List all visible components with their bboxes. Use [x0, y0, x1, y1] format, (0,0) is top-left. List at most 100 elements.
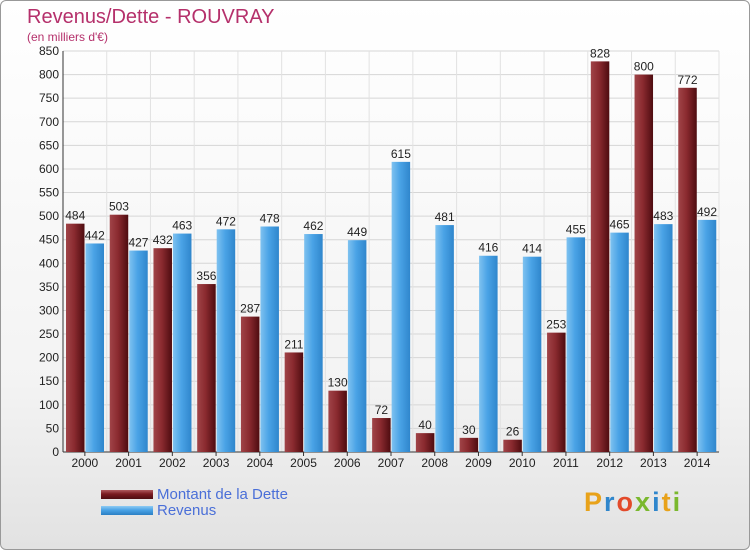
bar-revenus	[347, 240, 367, 452]
legend-label-revenus: Revenus	[157, 502, 217, 519]
x-tick-label: 2005	[290, 456, 317, 470]
data-label-dette: 772	[678, 73, 698, 87]
data-label-dette: 211	[284, 337, 303, 351]
bar-revenus	[479, 255, 498, 452]
x-tick-label: 2012	[596, 456, 623, 470]
bar-dette	[66, 223, 85, 452]
data-label-dette: 287	[240, 302, 260, 316]
y-tick-label: 400	[39, 256, 59, 270]
y-tick-label: 0	[52, 445, 59, 459]
data-label-revenus: 483	[653, 209, 673, 223]
logo-letter: t	[661, 487, 673, 517]
bar-dette	[503, 439, 522, 452]
bar-dette	[590, 61, 610, 453]
x-tick-label: 2000	[72, 456, 99, 470]
bar-revenus	[260, 226, 279, 452]
data-label-dette: 72	[375, 403, 389, 417]
x-tick-label: 2006	[334, 456, 361, 470]
bar-dette	[415, 433, 435, 452]
data-label-dette: 40	[418, 418, 432, 432]
legend-label-dette: Montant de la Dette	[157, 486, 288, 503]
data-label-dette: 130	[328, 376, 348, 390]
y-tick-label: 100	[39, 398, 59, 412]
data-label-dette: 800	[634, 60, 654, 74]
data-label-dette: 432	[153, 233, 173, 247]
x-tick-label: 2007	[378, 456, 405, 470]
y-tick-label: 650	[39, 138, 59, 152]
y-tick-label: 600	[39, 162, 59, 176]
logo-letter: o	[616, 487, 636, 517]
bar-revenus	[129, 250, 148, 452]
y-tick-label: 450	[39, 233, 59, 247]
bar-dette	[153, 248, 172, 452]
bar-revenus	[435, 225, 454, 452]
y-tick-label: 550	[39, 186, 59, 200]
data-label-revenus: 416	[478, 241, 498, 255]
bar-revenus	[304, 234, 323, 452]
proxiti-logo: Proxiti	[584, 487, 682, 518]
logo-letter: P	[584, 487, 605, 517]
data-label-revenus: 465	[610, 218, 630, 232]
bar-dette	[328, 390, 347, 452]
y-tick-label: 250	[39, 327, 59, 341]
bar-dette	[547, 332, 566, 452]
legend-swatch-dette	[101, 490, 153, 499]
x-tick-label: 2003	[203, 456, 230, 470]
y-tick-label: 800	[39, 68, 59, 82]
x-tick-label: 2009	[465, 456, 492, 470]
x-tick-label: 2011	[553, 456, 579, 470]
bar-revenus	[216, 229, 236, 452]
data-label-dette: 253	[546, 318, 566, 332]
bar-dette	[240, 316, 260, 452]
bars	[66, 61, 717, 453]
data-label-dette: 26	[506, 425, 520, 439]
data-label-revenus: 449	[347, 225, 367, 239]
logo-letter: x	[635, 487, 653, 517]
data-label-dette: 356	[196, 269, 216, 283]
y-tick-label: 200	[39, 351, 59, 365]
x-tick-label: 2014	[684, 456, 711, 470]
x-tick-label: 2001	[115, 456, 142, 470]
data-label-revenus: 492	[697, 205, 717, 219]
x-tick-label: 2010	[509, 456, 536, 470]
data-label-revenus: 615	[391, 147, 411, 161]
y-tick-label: 850	[39, 44, 59, 58]
legend-swatch-revenus	[101, 506, 153, 515]
bar-dette	[284, 352, 304, 452]
x-tick-label: 2002	[159, 456, 186, 470]
data-label-revenus: 463	[172, 219, 192, 233]
data-labels: 484 503 432 356 287 211 130 72 40 30 26 253 828 800 77…	[65, 46, 717, 438]
bar-revenus	[654, 224, 673, 452]
data-label-revenus: 478	[260, 211, 280, 225]
data-label-revenus: 462	[303, 219, 323, 233]
bar-dette	[109, 214, 129, 452]
bar-dette	[197, 284, 216, 452]
data-label-revenus: 472	[216, 214, 236, 228]
y-tick-label: 350	[39, 280, 59, 294]
data-label-revenus: 481	[435, 210, 455, 224]
logo-letter: i	[672, 487, 683, 517]
logo-letter: r	[604, 487, 617, 517]
y-tick-label: 50	[46, 421, 60, 435]
bar-dette	[678, 87, 697, 453]
data-label-revenus: 455	[566, 222, 586, 236]
x-tick-label: 2008	[421, 456, 448, 470]
bar-revenus	[391, 161, 411, 453]
y-tick-label: 500	[39, 209, 59, 223]
chart-subtitle: (en milliers d'€)	[27, 30, 108, 44]
bar-revenus	[522, 256, 542, 452]
data-label-dette: 503	[109, 200, 129, 214]
x-tick-label: 2004	[246, 456, 273, 470]
y-tick-label: 150	[39, 374, 59, 388]
bar-dette	[634, 74, 654, 453]
y-tick-label: 300	[39, 303, 59, 317]
data-label-revenus: 442	[85, 228, 105, 242]
y-tick-label: 700	[39, 115, 59, 129]
bar-revenus	[697, 219, 717, 452]
bar-revenus	[610, 232, 629, 452]
data-label-dette: 828	[590, 46, 610, 60]
logo-letter: i	[652, 487, 662, 517]
grid-lines	[62, 50, 720, 453]
